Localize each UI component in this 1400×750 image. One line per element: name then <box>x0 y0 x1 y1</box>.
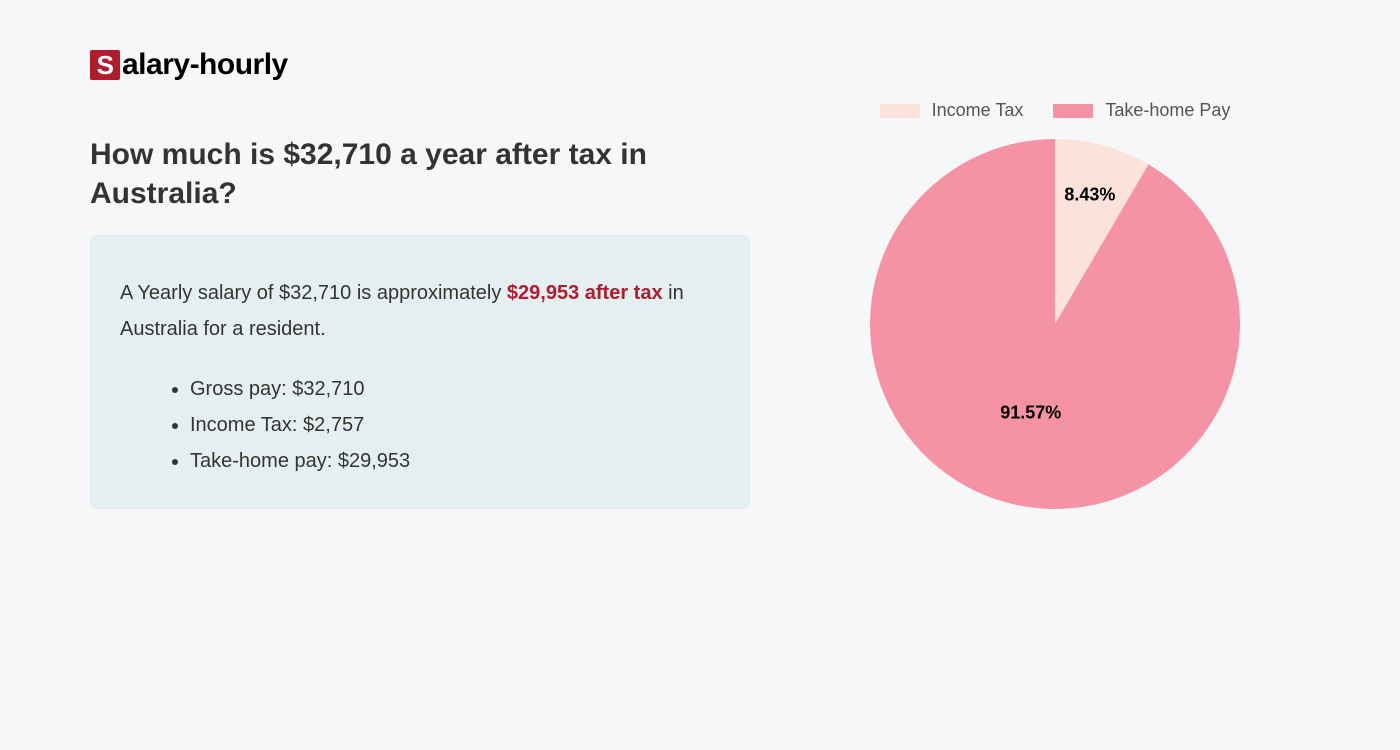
summary-text-before: A Yearly salary of $32,710 is approximat… <box>120 282 507 304</box>
legend-item-income-tax: Income Tax <box>880 100 1024 121</box>
summary-highlight: $29,953 after tax <box>507 282 663 304</box>
page-title: How much is $32,710 a year after tax in … <box>90 135 730 213</box>
summary-box: A Yearly salary of $32,710 is approximat… <box>90 235 750 509</box>
summary-paragraph: A Yearly salary of $32,710 is approximat… <box>120 275 720 347</box>
site-logo: Salary-hourly <box>90 48 288 82</box>
legend-swatch-income-tax <box>880 104 920 118</box>
logo-s-box: S <box>90 50 120 80</box>
pie-label-income-tax: 8.43% <box>1064 185 1115 206</box>
pie-chart-area: Income Tax Take-home Pay 8.43% 91.57% <box>830 100 1280 509</box>
pie-svg <box>870 139 1240 509</box>
pie-label-take-home: 91.57% <box>1000 403 1061 424</box>
legend-item-take-home: Take-home Pay <box>1053 100 1230 121</box>
pie-slice-take-home <box>870 139 1240 509</box>
legend-swatch-take-home <box>1053 104 1093 118</box>
list-item: Take-home pay: $29,953 <box>190 443 720 479</box>
pie-chart: 8.43% 91.57% <box>870 139 1240 509</box>
legend-label: Income Tax <box>932 100 1024 121</box>
list-item: Gross pay: $32,710 <box>190 371 720 407</box>
logo-text: alary-hourly <box>122 48 288 82</box>
legend-label: Take-home Pay <box>1105 100 1230 121</box>
list-item: Income Tax: $2,757 <box>190 407 720 443</box>
summary-list: Gross pay: $32,710 Income Tax: $2,757 Ta… <box>120 371 720 479</box>
chart-legend: Income Tax Take-home Pay <box>830 100 1280 121</box>
